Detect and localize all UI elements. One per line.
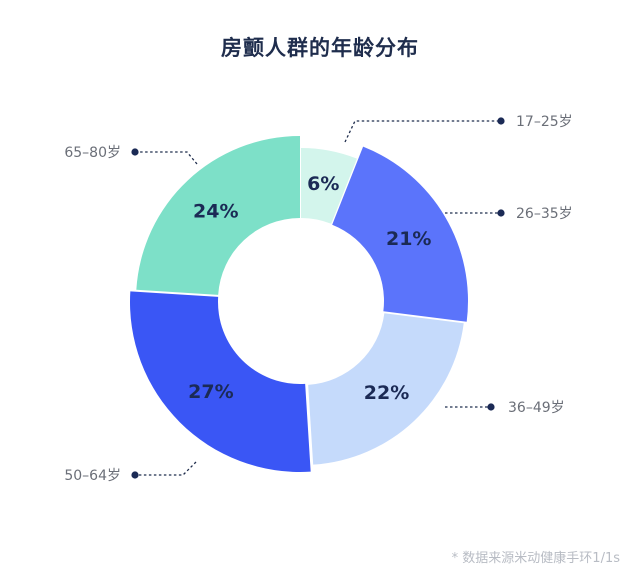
donut-segment-3 (308, 313, 464, 465)
callout-dot (497, 209, 505, 217)
donut-segment-5 (136, 136, 300, 295)
callout-line (344, 120, 501, 143)
donut-segment-1 (301, 148, 357, 224)
chart-title: 房颤人群的年龄分布 (221, 36, 419, 60)
segment-value-label: 6% (307, 173, 339, 195)
category-label: 17–25岁 (516, 114, 573, 130)
segment-value-label: 24% (193, 200, 238, 222)
category-label: 65–80岁 (64, 145, 121, 161)
donut-segment-4 (130, 291, 311, 473)
category-label: 50–64岁 (64, 468, 121, 484)
segment-value-label: 22% (364, 382, 409, 404)
callout-dot (131, 148, 139, 156)
callout-line (135, 151, 198, 165)
source-note: * 数据来源米动健康手环1/1s (451, 551, 620, 566)
category-label: 26–35岁 (516, 206, 573, 222)
callout-line (135, 461, 197, 476)
segment-value-label: 21% (386, 228, 431, 250)
callout-dot (497, 117, 505, 125)
callout-dot (487, 403, 495, 411)
category-label: 36–49岁 (508, 400, 565, 416)
callout-dot (131, 471, 139, 479)
segment-value-label: 27% (188, 381, 233, 403)
donut-segment-2 (332, 146, 468, 322)
